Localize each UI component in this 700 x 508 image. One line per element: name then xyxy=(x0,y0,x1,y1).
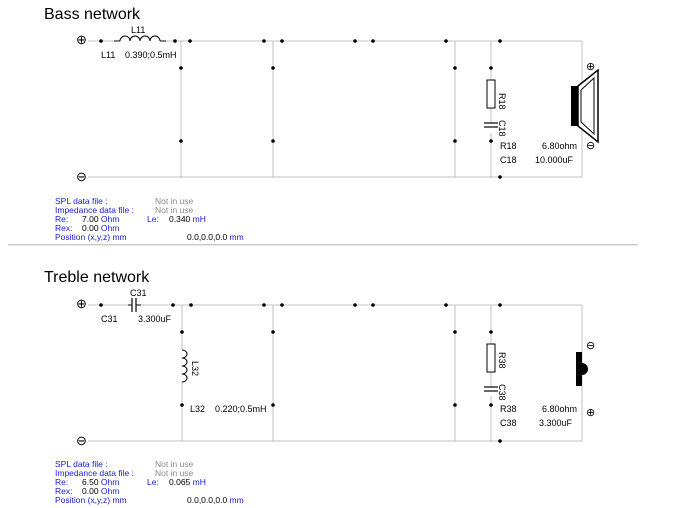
capacitor-c31 xyxy=(128,298,141,312)
bass-spl-label: SPL data file : xyxy=(55,196,108,206)
bass-position-value: 0.0,0.0,0.0 mm xyxy=(187,232,244,242)
treble-minus-terminal-icon: ⊖ xyxy=(76,433,87,448)
bass-impedance-label: Impedance data file : xyxy=(55,205,134,215)
r18-value: 6.80ohm xyxy=(542,141,578,151)
r38-value: 6.80ohm xyxy=(542,404,578,414)
tweeter-speaker-icon xyxy=(576,352,588,386)
bass-spl-value: Not in use xyxy=(155,196,194,206)
r18-ref-label: R18 xyxy=(500,141,517,151)
bass-le-label: Le: xyxy=(147,214,159,224)
r18-component-label: R18 xyxy=(497,93,507,110)
treble-position-value: 0.0,0.0,0.0 mm xyxy=(187,495,244,505)
l32-component-label: L32 xyxy=(190,361,200,377)
bass-rex-label: Rex: xyxy=(55,223,73,233)
c38-value: 3.300uF xyxy=(539,418,573,428)
capacitor-c18 xyxy=(484,122,498,128)
treble-rex-label: Rex: xyxy=(55,486,73,496)
c18-component-label: C18 xyxy=(497,120,507,137)
inductor-l32 xyxy=(181,349,188,383)
r38-component-label: R38 xyxy=(497,352,507,369)
treble-le-value: 0.065 mH xyxy=(169,477,206,487)
treble-plus-terminal-icon: ⊕ xyxy=(76,296,87,311)
treble-re-value: 6.50 Ohm xyxy=(82,477,120,487)
treble-network-title: Treble network xyxy=(44,269,150,286)
bass-plus-terminal-icon: ⊕ xyxy=(76,32,87,47)
l11-value: 0.390;0.5mH xyxy=(125,50,177,60)
treble-spl-label: SPL data file : xyxy=(55,459,108,469)
bass-re-value: 7.00 Ohm xyxy=(82,214,120,224)
tweeter-minus-terminal-icon: ⊖ xyxy=(586,340,596,352)
bass-rex-value: 0.00 Ohm xyxy=(82,223,120,233)
l32-ref-label: L32 xyxy=(190,404,206,414)
inductor-l11 xyxy=(114,35,166,42)
woofer-minus-terminal-icon: ⊖ xyxy=(586,140,596,152)
c18-value: 10.000uF xyxy=(535,155,574,165)
treble-position-label: Position (x,y,z) mm xyxy=(55,495,127,505)
c31-top-label: C31 xyxy=(130,288,147,298)
c38-ref-label: C38 xyxy=(500,418,517,428)
c31-value: 3.300uF xyxy=(138,314,172,324)
treble-impedance-value: Not in use xyxy=(155,468,194,478)
c38-component-label: C38 xyxy=(497,384,507,401)
l32-value: 0.220;0.5mH xyxy=(215,404,267,414)
bass-le-value: 0.340 mH xyxy=(169,214,206,224)
resistor-r38 xyxy=(486,343,496,373)
bass-nodes xyxy=(99,39,502,179)
bass-position-label: Position (x,y,z) mm xyxy=(55,232,127,242)
bass-re-label: Re: xyxy=(55,214,69,224)
r38-ref-label: R38 xyxy=(500,404,517,414)
bass-network-title: Bass network xyxy=(44,6,141,23)
section-divider xyxy=(8,244,638,246)
treble-re-label: Re: xyxy=(55,477,69,487)
bass-impedance-value: Not in use xyxy=(155,205,194,215)
bass-minus-terminal-icon: ⊖ xyxy=(76,169,87,184)
tweeter-plus-terminal-icon: ⊕ xyxy=(586,407,596,419)
treble-nodes xyxy=(99,303,502,443)
treble-impedance-label: Impedance data file : xyxy=(55,468,134,478)
treble-spl-value: Not in use xyxy=(155,459,194,469)
capacitor-c38 xyxy=(484,386,498,392)
c31-ref-label: C31 xyxy=(101,314,118,324)
c18-ref-label: C18 xyxy=(500,155,517,165)
resistor-r18 xyxy=(486,79,496,109)
l11-ref-label: L11 xyxy=(101,50,116,60)
l11-top-label: L11 xyxy=(131,25,146,35)
woofer-plus-terminal-icon: ⊕ xyxy=(586,61,596,73)
woofer-speaker-icon xyxy=(571,68,599,144)
treble-rex-value: 0.00 Ohm xyxy=(82,486,120,496)
treble-le-label: Le: xyxy=(147,477,159,487)
